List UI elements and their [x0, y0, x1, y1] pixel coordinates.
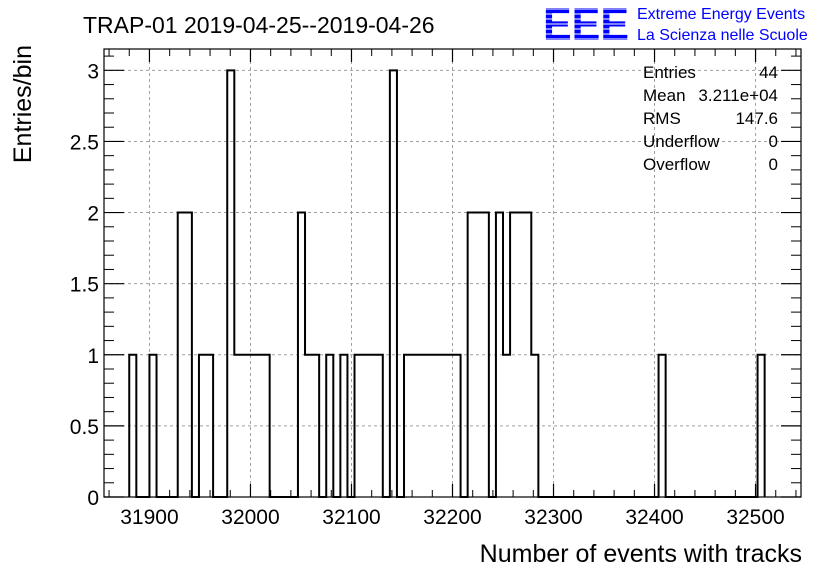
logo-mark: EEE	[543, 0, 629, 50]
x-tick-labels: 31900 32000 32100 32200 32300 32400 32500	[120, 506, 784, 529]
x-tick-label: 32400	[625, 506, 683, 529]
stats-value: 147.6	[735, 109, 778, 128]
y-tick-label: 2.5	[70, 131, 99, 154]
logo-stripes	[543, 8, 629, 40]
axis-ticks	[104, 49, 801, 498]
stats-value: 44	[759, 63, 778, 82]
y-tick-label: 0.5	[70, 416, 99, 439]
y-tick-label: 1.5	[70, 274, 99, 297]
x-tick-label: 32300	[524, 506, 582, 529]
logo-line-2: La Scienza nelle Scuole	[637, 27, 808, 44]
stats-label: Entries	[643, 63, 696, 82]
chart-title: TRAP-01 2019-04-25--2019-04-26	[83, 12, 435, 38]
stats-label: Mean	[643, 86, 686, 105]
y-tick-labels: 0 0.5 1 1.5 2 2.5 3	[70, 60, 99, 510]
x-tick-label: 31900	[120, 506, 178, 529]
stats-value: 0	[769, 132, 778, 151]
stats-value: 3.211e+04	[698, 86, 778, 105]
eee-logo: EEE Extreme Energy Events La Scienza nel…	[543, 0, 808, 50]
logo-line-1: Extreme Energy Events	[637, 6, 805, 23]
stats-label: Overflow	[643, 155, 711, 174]
x-tick-label: 32000	[221, 506, 279, 529]
y-tick-label: 1	[87, 345, 99, 368]
y-tick-label: 0	[87, 487, 99, 510]
stats-label: RMS	[643, 109, 681, 128]
y-axis-label: Entries/bin	[9, 45, 37, 163]
y-tick-label: 2	[87, 203, 99, 226]
x-tick-label: 32100	[322, 506, 380, 529]
stats-value: 0	[769, 155, 778, 174]
x-axis-label: Number of events with tracks	[480, 540, 802, 568]
stats-box: Entries 44 Mean 3.211e+04 RMS 147.6 Underflow 0…	[643, 63, 778, 174]
x-tick-label: 32200	[423, 506, 481, 529]
x-tick-label: 32500	[726, 506, 784, 529]
stats-label: Underflow	[643, 132, 720, 151]
y-tick-label: 3	[87, 60, 99, 83]
